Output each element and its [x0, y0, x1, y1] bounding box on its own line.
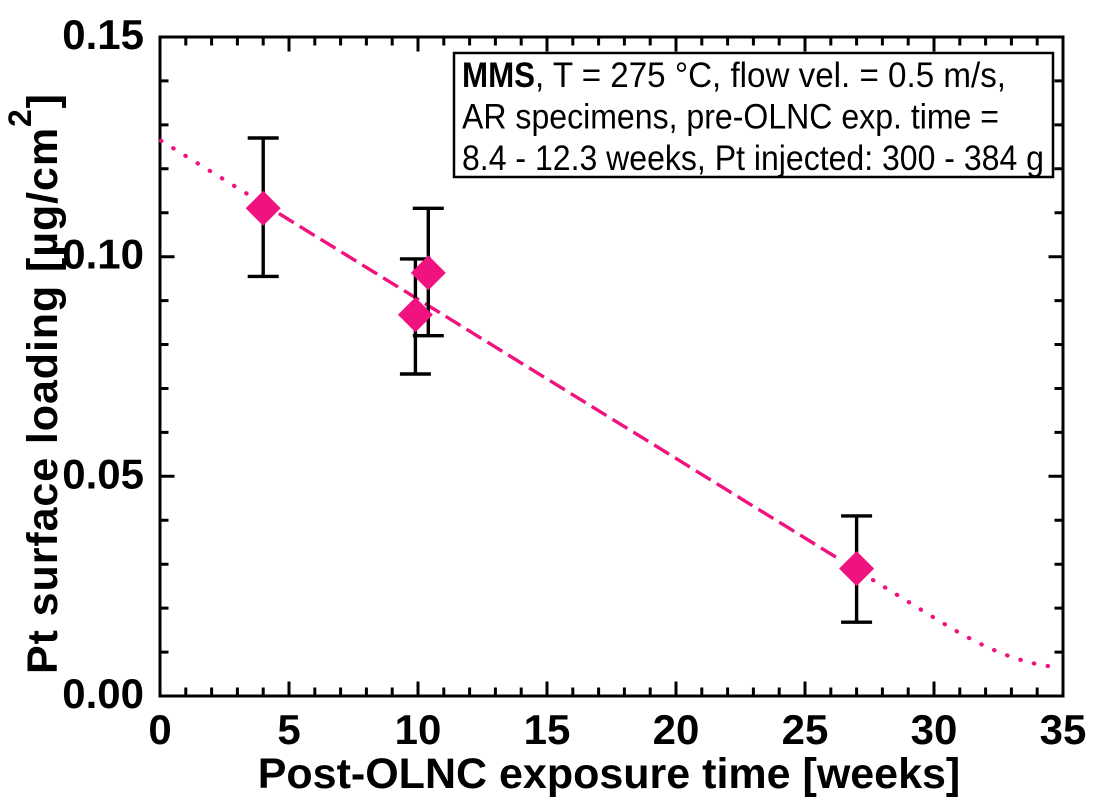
svg-text:0.05: 0.05 — [62, 450, 144, 497]
svg-text:AR specimens, pre-OLNC exp. ti: AR specimens, pre-OLNC exp. time = — [462, 98, 999, 137]
svg-text:15: 15 — [524, 706, 571, 753]
svg-text:30: 30 — [911, 706, 958, 753]
svg-text:Post-OLNC exposure time [weeks: Post-OLNC exposure time [weeks] — [258, 750, 961, 798]
svg-text:10: 10 — [395, 706, 442, 753]
svg-text:0.15: 0.15 — [62, 11, 144, 58]
svg-text:MMS: MMS — [462, 56, 535, 95]
svg-text:8.4 - 12.3 weeks, Pt injected:: 8.4 - 12.3 weeks, Pt injected: 300 - 384… — [462, 139, 1044, 178]
svg-text:25: 25 — [782, 706, 829, 753]
svg-text:5: 5 — [277, 706, 300, 753]
svg-text:, T = 275 °C, flow vel. = 0.5: , T = 275 °C, flow vel. = 0.5 m/s, — [535, 56, 1006, 95]
svg-text:20: 20 — [653, 706, 700, 753]
svg-text:35: 35 — [1040, 706, 1087, 753]
svg-text:0.10: 0.10 — [62, 231, 144, 278]
svg-text:0.00: 0.00 — [62, 670, 144, 717]
svg-text:0: 0 — [148, 706, 171, 753]
